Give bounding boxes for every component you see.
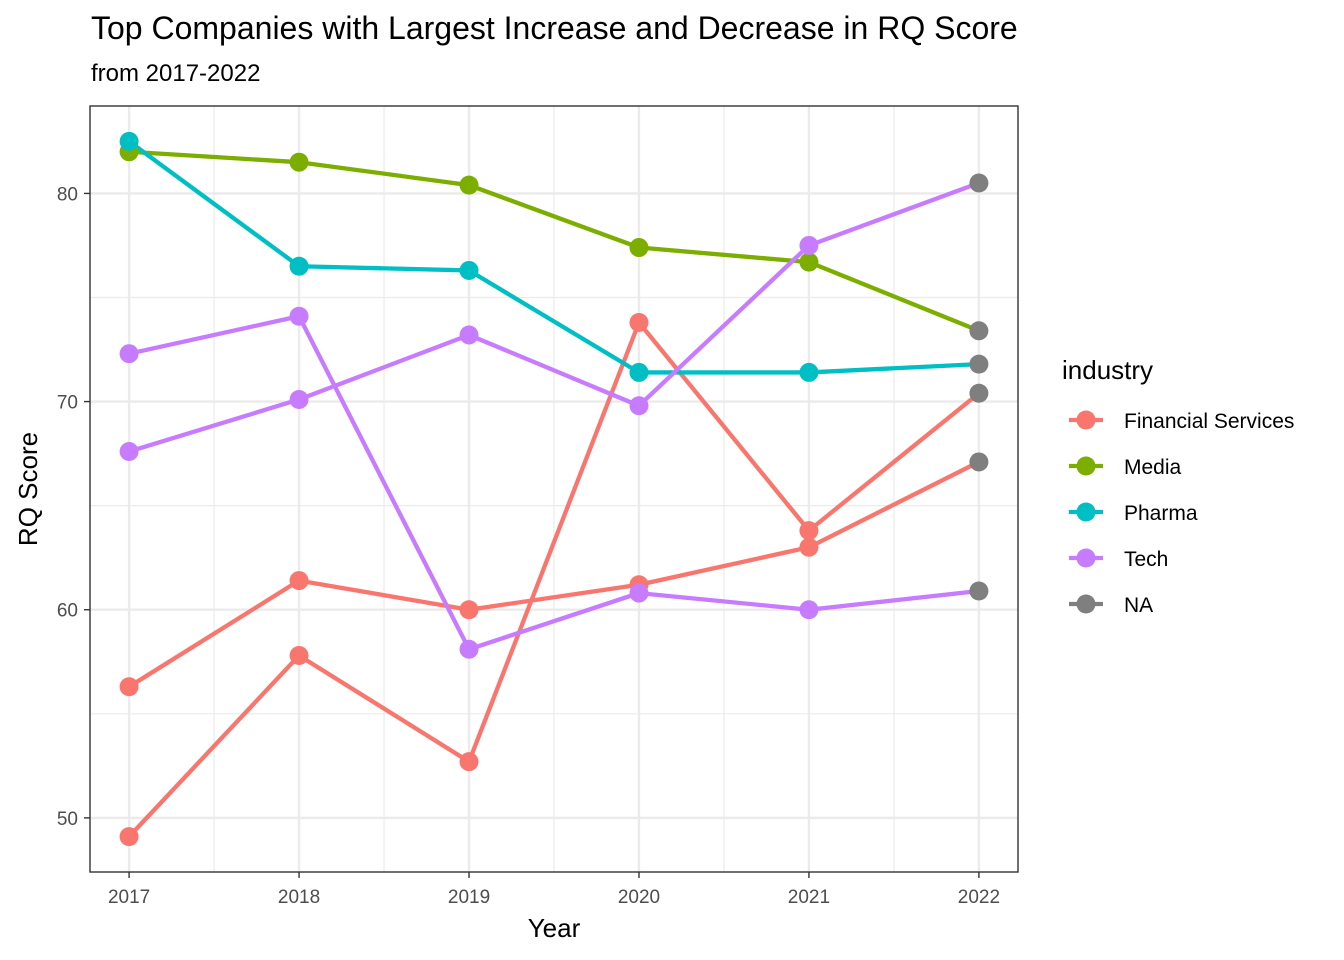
series-line-6 [128,181,980,454]
data-point [119,344,139,364]
data-point [119,131,139,151]
legend-key-point [1076,594,1096,614]
data-point [459,325,479,345]
data-point [799,252,819,272]
data-point [629,238,649,258]
data-point [289,646,309,666]
x-tick-label: 2017 [108,887,150,908]
data-point [799,537,819,557]
legend-key-point [1076,502,1096,522]
data-point [289,152,309,172]
data-point [119,827,139,847]
legend-label: Media [1124,456,1182,479]
legend-key-point [1076,456,1096,476]
data-point [969,383,989,403]
data-point [459,260,479,280]
data-point [289,571,309,591]
data-point [799,362,819,382]
data-point [289,256,309,276]
data-point [459,639,479,659]
data-point [969,452,989,472]
legend-label: NA [1124,594,1153,617]
legend-key-point [1076,410,1096,430]
data-point [629,362,649,382]
chart-title: Top Companies with Largest Increase and … [91,10,1018,46]
data-point [969,581,989,601]
legend-label: Tech [1124,548,1168,571]
x-tick-label: 2019 [448,887,490,908]
series-line-5 [128,314,980,652]
x-tick-label: 2021 [788,887,830,908]
axes: 2017 2018 2019 2020 2021 2022 50 60 70 80 [57,105,1019,908]
y-tick-label: 60 [57,601,78,622]
legend-label: Pharma [1124,502,1198,525]
x-tick-label: 2018 [278,887,320,908]
data-point [969,321,989,341]
data-point [629,396,649,416]
panel-border [89,105,1019,873]
chart-subtitle: from 2017-2022 [91,60,261,87]
series-lines [127,139,981,839]
x-tick-label: 2020 [618,887,660,908]
data-point [799,521,819,541]
legend-key-point [1076,548,1096,568]
y-axis-title: RQ Score [13,432,43,546]
series-line-2 [127,460,980,689]
legend-label: Financial Services [1124,410,1294,433]
data-point [459,175,479,195]
series-line-4 [127,139,980,375]
data-point [969,354,989,374]
gridlines [90,106,1018,872]
data-point [459,752,479,772]
data-point [289,389,309,409]
data-point [119,442,139,462]
data-point [629,583,649,603]
data-point [289,306,309,326]
legend: industry Financial Services Media Pharma Te… [1062,355,1294,617]
series-line-1 [127,320,981,839]
data-point [119,677,139,697]
x-tick-label: 2022 [958,887,1000,908]
y-tick-label: 50 [57,809,78,830]
data-point [799,235,819,255]
data-point [799,600,819,620]
data-point [459,600,479,620]
legend-title: industry [1062,355,1153,385]
data-point [629,312,649,332]
series-points [119,131,989,847]
data-point [969,173,989,193]
x-axis-title: Year [528,913,581,943]
y-tick-label: 70 [57,393,78,414]
y-tick-label: 80 [57,184,78,205]
series-line-3 [128,149,980,333]
